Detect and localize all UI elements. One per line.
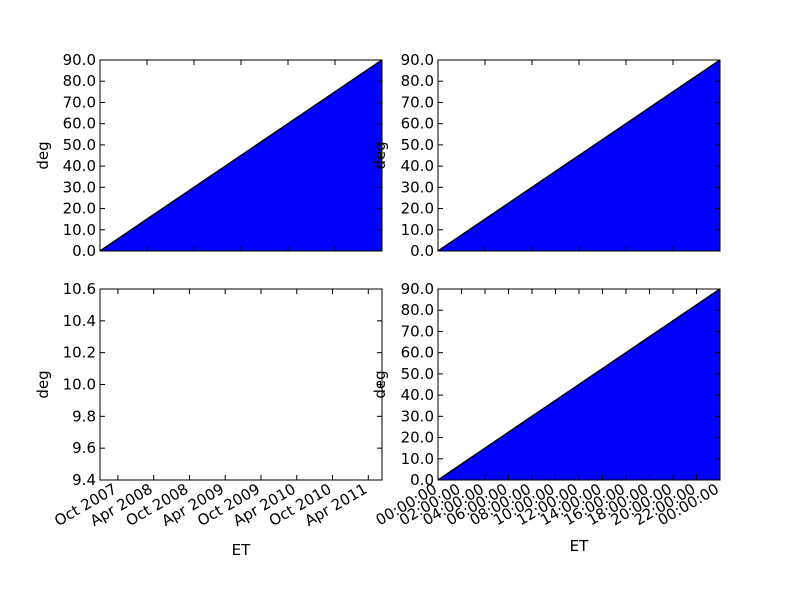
y-tick-label: 60.0 [63, 115, 96, 133]
y-tick-label: 30.0 [401, 407, 434, 425]
y-tick-label: 0.0 [410, 242, 434, 260]
y-tick-label: 10.4 [63, 312, 96, 330]
y-tick-label: 80.0 [63, 72, 96, 90]
subplot-bottom-right: 0.0 10.0 20.0 30.0 40.0 50.0 60.0 70.0 80.0 90.0 d… [371, 280, 722, 555]
y-axis-label: deg [34, 370, 52, 398]
y-tick-label: 10.6 [63, 280, 96, 298]
y-tick-label: 60.0 [401, 115, 434, 133]
series-line [437, 288, 721, 481]
y-tick-label: 60.0 [401, 344, 434, 362]
subplot-top-right: 0.0 10.0 20.0 30.0 40.0 50.0 60.0 70.0 80.0 90.0 d… [371, 51, 721, 260]
y-tick-label: 20.0 [401, 200, 434, 218]
y-tick-label: 10.0 [63, 376, 96, 394]
y-tick-label: 50.0 [401, 136, 434, 154]
y-tick-label: 9.8 [72, 407, 96, 425]
y-tick-label: 80.0 [401, 301, 434, 319]
y-tick-label: 10.0 [401, 221, 434, 239]
y-tick-label: 9.6 [72, 439, 96, 457]
x-axis-label: ET [232, 541, 251, 559]
y-tick-label: 30.0 [401, 178, 434, 196]
subplot-top-left: 0.0 10.0 20.0 30.0 40.0 50.0 60.0 70.0 80.0 90.0 d… [34, 51, 383, 260]
x-axis-label: ET [570, 537, 589, 555]
series-line [99, 59, 383, 252]
y-tick-label: 20.0 [401, 429, 434, 447]
y-tick-label: 40.0 [63, 157, 96, 175]
y-tick-label: 70.0 [63, 93, 96, 111]
y-tick-label: 50.0 [63, 136, 96, 154]
y-tick-label: 10.0 [63, 221, 96, 239]
y-tick-label: 20.0 [63, 200, 96, 218]
y-tick-label: 70.0 [401, 93, 434, 111]
y-tick-label: 30.0 [63, 178, 96, 196]
subplot-grid: 0.0 10.0 20.0 30.0 40.0 50.0 60.0 70.0 80.0 90.0 d… [34, 51, 722, 559]
y-tick-label: 90.0 [401, 280, 434, 298]
y-tick-label: 9.4 [72, 471, 96, 489]
series-line [437, 59, 721, 252]
y-tick-label: 40.0 [401, 157, 434, 175]
y-axis-label: deg [371, 370, 389, 398]
y-tick-label: 10.0 [401, 450, 434, 468]
y-tick-label: 50.0 [401, 365, 434, 383]
y-axis-label: deg [34, 141, 52, 169]
y-axis-label: deg [371, 141, 389, 169]
y-tick-label: 70.0 [401, 322, 434, 340]
y-tick-label: 90.0 [63, 51, 96, 69]
y-tick-label: 0.0 [410, 471, 434, 489]
y-tick-label: 80.0 [401, 72, 434, 90]
y-tick-label: 0.0 [72, 242, 96, 260]
y-tick-label: 90.0 [401, 51, 434, 69]
y-tick-label: 40.0 [401, 386, 434, 404]
y-tick-label: 10.2 [63, 344, 96, 362]
